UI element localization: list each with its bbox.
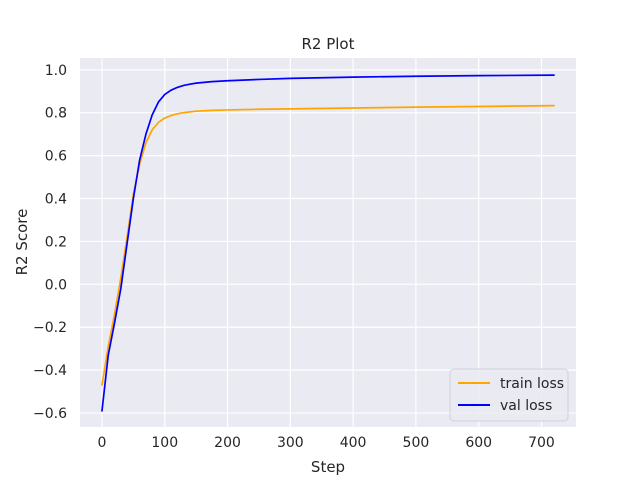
x-tick-label: 700	[528, 435, 555, 451]
x-tick-label: 200	[214, 435, 241, 451]
chart-title: R2 Plot	[301, 35, 354, 53]
y-tick-label: 1.0	[45, 63, 67, 79]
x-axis-label: Step	[311, 458, 345, 476]
y-tick-label: −0.4	[33, 363, 67, 379]
y-tick-label: 0.6	[45, 149, 67, 165]
y-tick-label: −0.2	[33, 320, 67, 336]
y-tick-label: −0.6	[33, 406, 67, 422]
legend-label-train-loss: train loss	[500, 376, 564, 392]
y-axis-label: R2 Score	[13, 209, 31, 276]
x-tick-label: 0	[98, 435, 107, 451]
legend: train loss val loss	[450, 369, 568, 421]
y-tick-label: 0.2	[45, 234, 67, 250]
x-tick-label: 500	[403, 435, 430, 451]
legend-label-val-loss: val loss	[500, 398, 552, 414]
x-tick-label: 100	[151, 435, 178, 451]
x-tick-label: 300	[277, 435, 304, 451]
x-tick-label: 400	[340, 435, 367, 451]
y-tick-label: 0.4	[45, 192, 67, 208]
y-tick-label: 0.8	[45, 106, 67, 122]
y-tick-label: 0.0	[45, 277, 67, 293]
x-tick-label: 600	[465, 435, 492, 451]
